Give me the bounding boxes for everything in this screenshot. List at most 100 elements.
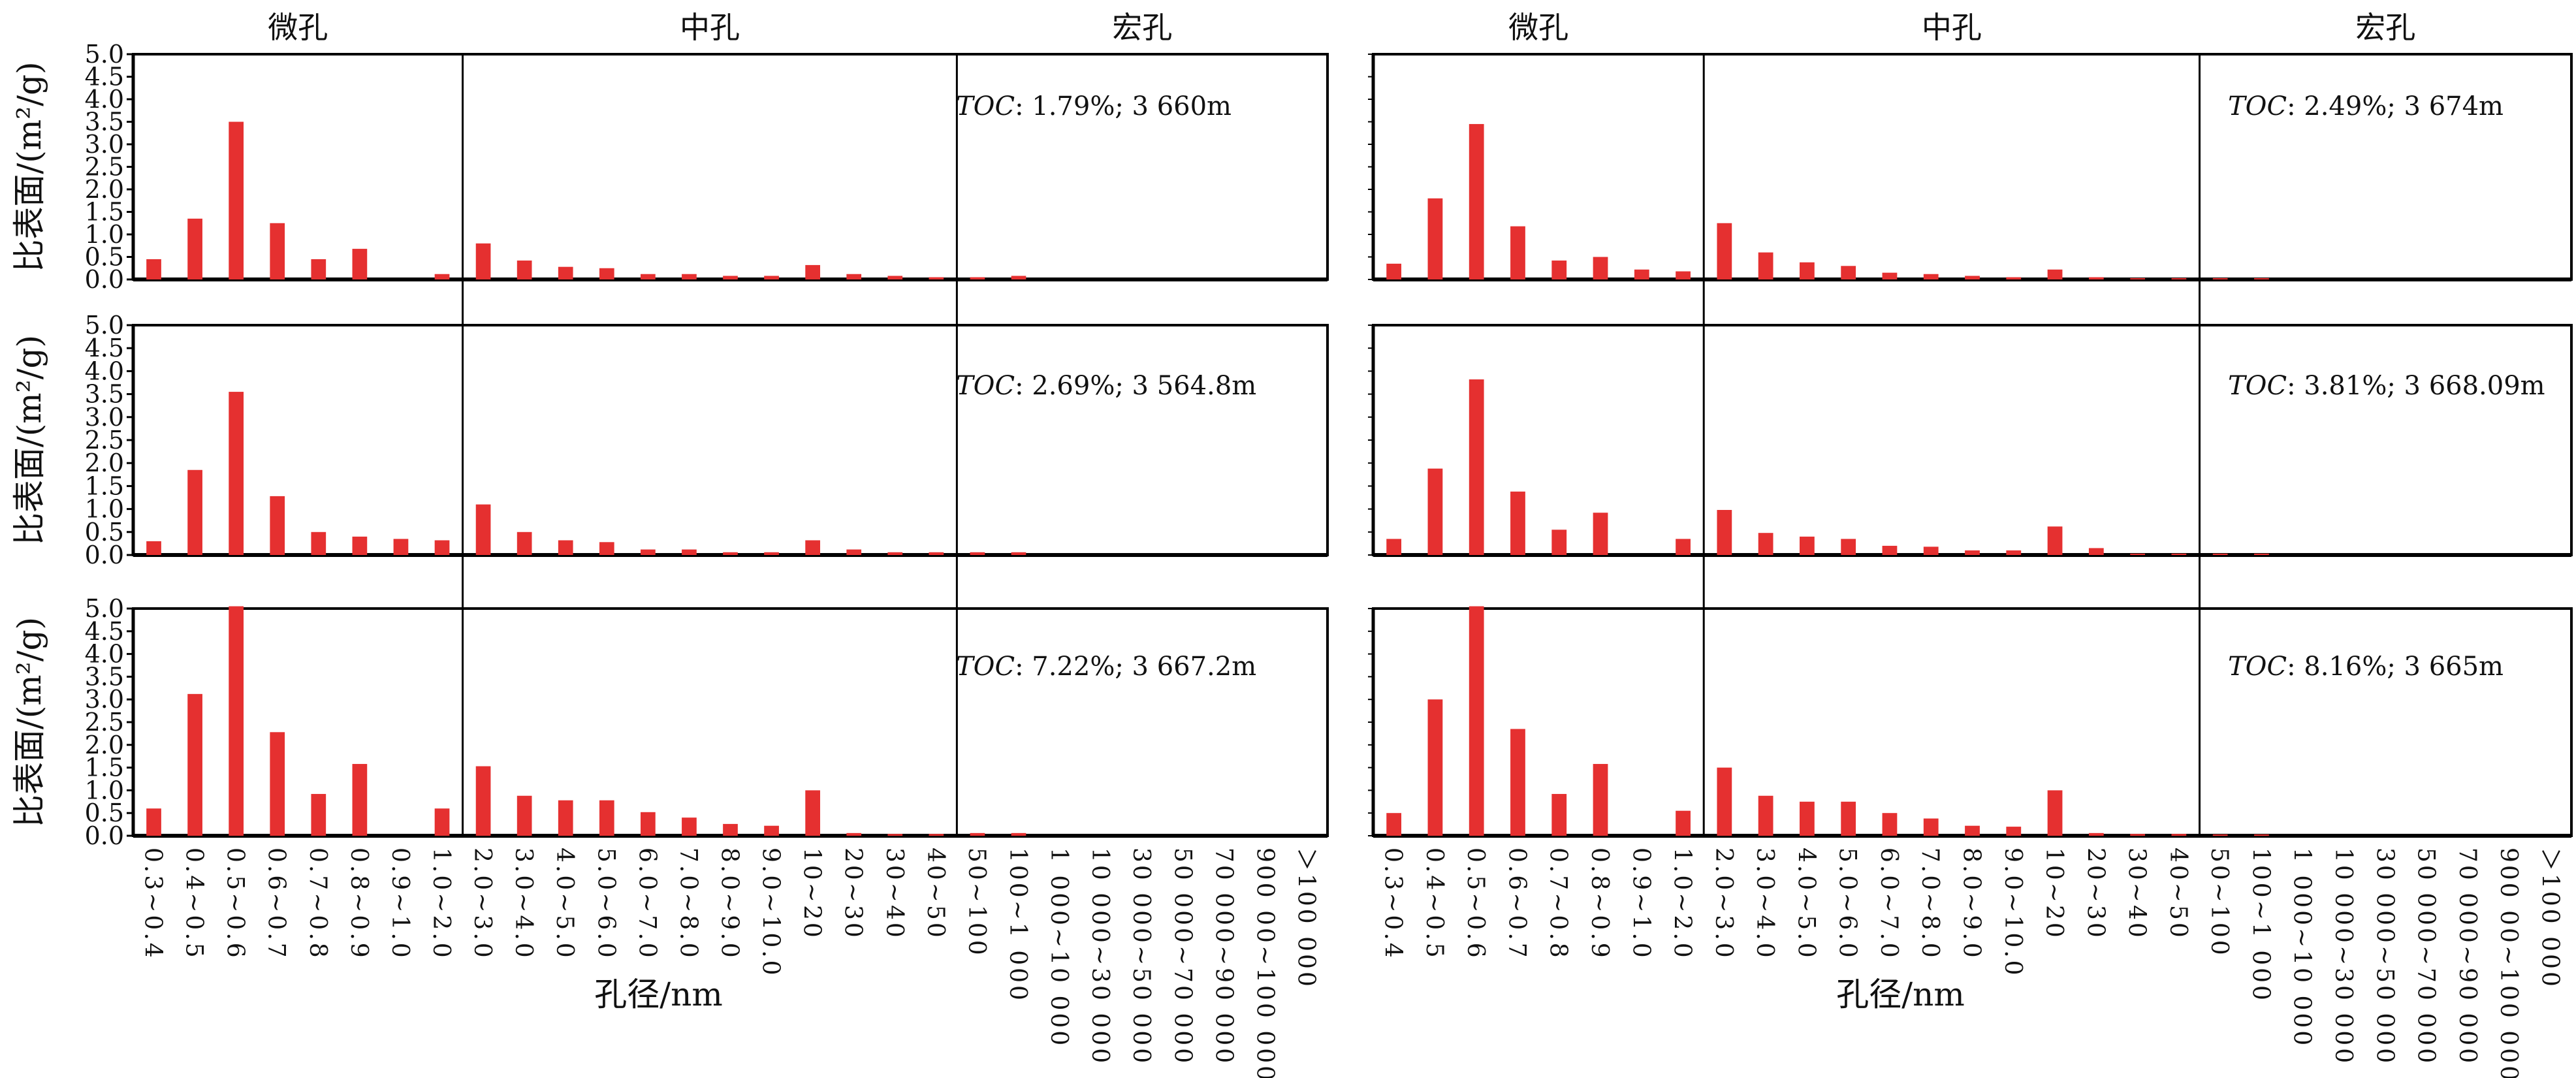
bar xyxy=(1011,276,1026,279)
y-axis-title: 比表面/(m²/g) xyxy=(10,61,48,272)
bar xyxy=(1593,257,1608,279)
x-tick-label: 0.8~0.9 xyxy=(1586,848,1613,960)
bar xyxy=(1965,825,1980,836)
y-tick-label: 2.5 xyxy=(85,153,124,182)
x-tick-label: 20~30 xyxy=(2082,848,2108,940)
bar xyxy=(887,834,903,836)
x-tick-label: 2.0~3.0 xyxy=(469,848,496,960)
x-tick-label: 0.4~0.5 xyxy=(181,848,208,960)
bar xyxy=(1965,276,1980,279)
x-tick-label: 2.0~3.0 xyxy=(1710,848,1737,960)
x-tick-label: 0.5~0.6 xyxy=(1462,848,1489,960)
bar xyxy=(2006,827,2022,836)
bar xyxy=(805,790,820,836)
x-tick-label: 1 000~10 000 xyxy=(2289,848,2315,1048)
y-tick-label: 2.0 xyxy=(85,449,124,477)
bar xyxy=(352,764,368,836)
bar xyxy=(2047,790,2063,836)
bar xyxy=(764,552,779,555)
x-tick-label: ＞100 000 xyxy=(1292,848,1319,989)
group-header: 宏孔 xyxy=(1112,10,1172,45)
x-tick-label: 10~20 xyxy=(2041,848,2067,940)
bar xyxy=(1469,606,1484,836)
x-tick-label: 100~1 000 xyxy=(2247,848,2274,1003)
x-tick-label: 9.0~10.0 xyxy=(1999,848,2026,978)
bar xyxy=(558,540,573,555)
bar xyxy=(764,825,779,836)
y-tick-label: 3.0 xyxy=(85,130,124,159)
bar xyxy=(475,766,491,836)
toc-value: : 1.79%; 3 660m xyxy=(1015,91,1232,121)
bar xyxy=(846,274,862,279)
bar xyxy=(682,817,697,836)
y-tick-label: 1.5 xyxy=(85,471,124,500)
bar xyxy=(723,276,738,279)
x-tick-label: 70 000~90 000 xyxy=(2454,848,2481,1066)
toc-annotation: TOC: 2.49%; 3 674m xyxy=(2228,91,2504,121)
bar xyxy=(475,504,491,555)
x-tick-label: 4.0~5.0 xyxy=(1792,848,1819,960)
bar xyxy=(2088,548,2104,555)
toc-label: TOC xyxy=(956,652,1015,682)
bar xyxy=(311,259,326,279)
x-tick-label: 0.3~0.4 xyxy=(140,848,167,960)
x-tick-label: 0.9~1.0 xyxy=(387,848,413,960)
bar xyxy=(1882,545,1898,555)
y-tick-label: 3.5 xyxy=(85,380,124,409)
bar xyxy=(641,274,656,279)
x-tick-label: 20~30 xyxy=(840,848,867,940)
bar xyxy=(1758,795,1773,836)
x-tick-label: 70 000~90 000 xyxy=(1210,848,1237,1066)
bar xyxy=(187,693,202,836)
bar xyxy=(352,249,368,279)
bar xyxy=(1593,764,1608,836)
bar xyxy=(2171,277,2187,279)
bar xyxy=(1800,536,1815,555)
y-tick-label: 2.5 xyxy=(85,708,124,737)
bar xyxy=(929,552,944,555)
y-tick-label: 0.0 xyxy=(85,821,124,850)
bar xyxy=(805,540,820,555)
panel-frame xyxy=(132,324,1329,556)
bar xyxy=(764,276,779,279)
bar xyxy=(1923,818,1939,836)
y-axis-title: 比表面/(m²/g) xyxy=(10,335,48,545)
bar xyxy=(2254,277,2269,279)
bar xyxy=(846,832,862,836)
bar xyxy=(682,549,697,555)
x-tick-label: 30~40 xyxy=(2123,848,2150,940)
bar xyxy=(2212,277,2228,279)
bar xyxy=(1800,262,1815,279)
x-tick-label: 1.0~2.0 xyxy=(428,848,454,960)
bar xyxy=(311,793,326,836)
bar xyxy=(1593,513,1608,555)
x-tick-label: 5.0~6.0 xyxy=(1834,848,1861,960)
bar xyxy=(2130,277,2145,279)
x-tick-label: 0.6~0.7 xyxy=(263,848,290,960)
bar xyxy=(393,539,409,555)
y-tick-label: 4.0 xyxy=(85,357,124,385)
x-tick-label: 8.0~9.0 xyxy=(1958,848,1985,960)
y-tick-label: 4.0 xyxy=(85,85,124,114)
bar xyxy=(2047,269,2063,279)
y-tick-label: 3.0 xyxy=(85,685,124,714)
bar xyxy=(846,549,862,555)
bar xyxy=(2254,834,2269,836)
bar xyxy=(1923,274,1939,279)
toc-value: : 2.69%; 3 564.8m xyxy=(1015,371,1256,401)
bar xyxy=(1551,261,1567,279)
y-tick-label: 1.5 xyxy=(85,198,124,227)
y-tick-label: 0.5 xyxy=(85,518,124,547)
bar xyxy=(558,800,573,836)
y-tick-label: 4.5 xyxy=(85,334,124,362)
y-tick-label: 4.0 xyxy=(85,640,124,669)
x-tick-label: 6.0~7.0 xyxy=(1875,848,1902,960)
bar xyxy=(1800,801,1815,836)
toc-annotation: TOC: 8.16%; 3 665m xyxy=(2228,652,2504,682)
x-tick-label: 4.0~5.0 xyxy=(551,848,578,960)
y-tick-label: 5.0 xyxy=(85,594,124,623)
bar xyxy=(558,266,573,279)
toc-label: TOC xyxy=(2228,371,2287,401)
